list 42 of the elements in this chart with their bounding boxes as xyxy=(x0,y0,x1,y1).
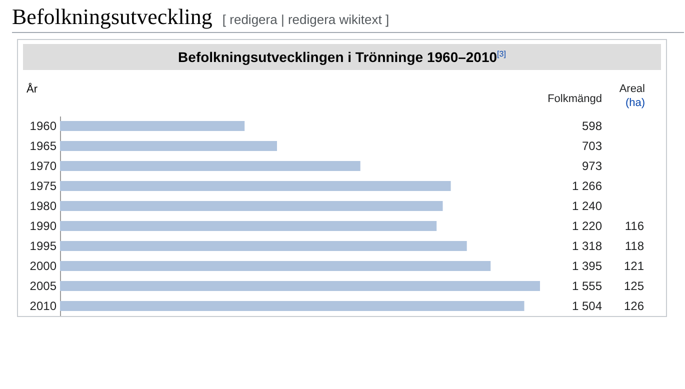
text: 121 xyxy=(624,259,644,273)
data-label: 1 395 xyxy=(572,259,602,273)
y-tick-label: 1960 xyxy=(30,119,57,133)
bar xyxy=(60,281,540,291)
bar xyxy=(60,121,245,131)
bar xyxy=(60,161,360,171)
y-tick-label: 2000 xyxy=(30,259,57,273)
bar xyxy=(60,301,524,311)
y-tick-label: 1990 xyxy=(30,219,57,233)
bar xyxy=(60,181,451,191)
text: 118 xyxy=(624,239,644,253)
data-label: 1 555 xyxy=(572,279,602,293)
data-label: 1 266 xyxy=(572,179,602,193)
y-tick-label: 1970 xyxy=(30,159,57,173)
data-label: 973 xyxy=(582,159,602,173)
data-label: 1 318 xyxy=(572,239,602,253)
y-tick-label: 2010 xyxy=(30,299,57,313)
bar xyxy=(60,261,491,271)
data-label: 1 240 xyxy=(572,199,602,213)
data-label: 598 xyxy=(582,119,602,133)
y-tick-label: 1975 xyxy=(30,179,57,193)
text: 116 xyxy=(624,219,644,233)
data-label: 1 504 xyxy=(572,299,602,313)
y-tick-label: 1980 xyxy=(30,199,57,213)
bar xyxy=(60,221,437,231)
y-tick-label: 2005 xyxy=(30,279,57,293)
chart-subtitle: Befolkningsutvecklingen i Trönninge 1960–2010$^{[3]}$ xyxy=(23,44,661,70)
text: 126 xyxy=(624,299,644,313)
data-label: 1 220 xyxy=(572,219,602,233)
text: Areal xyxy=(619,83,645,95)
chart-title: Befolkningsutveckling xyxy=(12,4,212,29)
bar xyxy=(60,141,278,151)
text: Folkmängd xyxy=(548,93,602,105)
y-tick-label: 1965 xyxy=(30,139,57,153)
bar xyxy=(60,241,467,251)
text: 125 xyxy=(624,279,644,293)
data-label: 703 xyxy=(582,139,602,153)
y-axis-title: År xyxy=(26,82,38,96)
bar xyxy=(60,201,443,211)
y-tick-label: 1995 xyxy=(30,239,57,253)
text: [ redigera | redigera wikitext ] xyxy=(222,12,390,27)
text: (ha) xyxy=(625,97,645,109)
